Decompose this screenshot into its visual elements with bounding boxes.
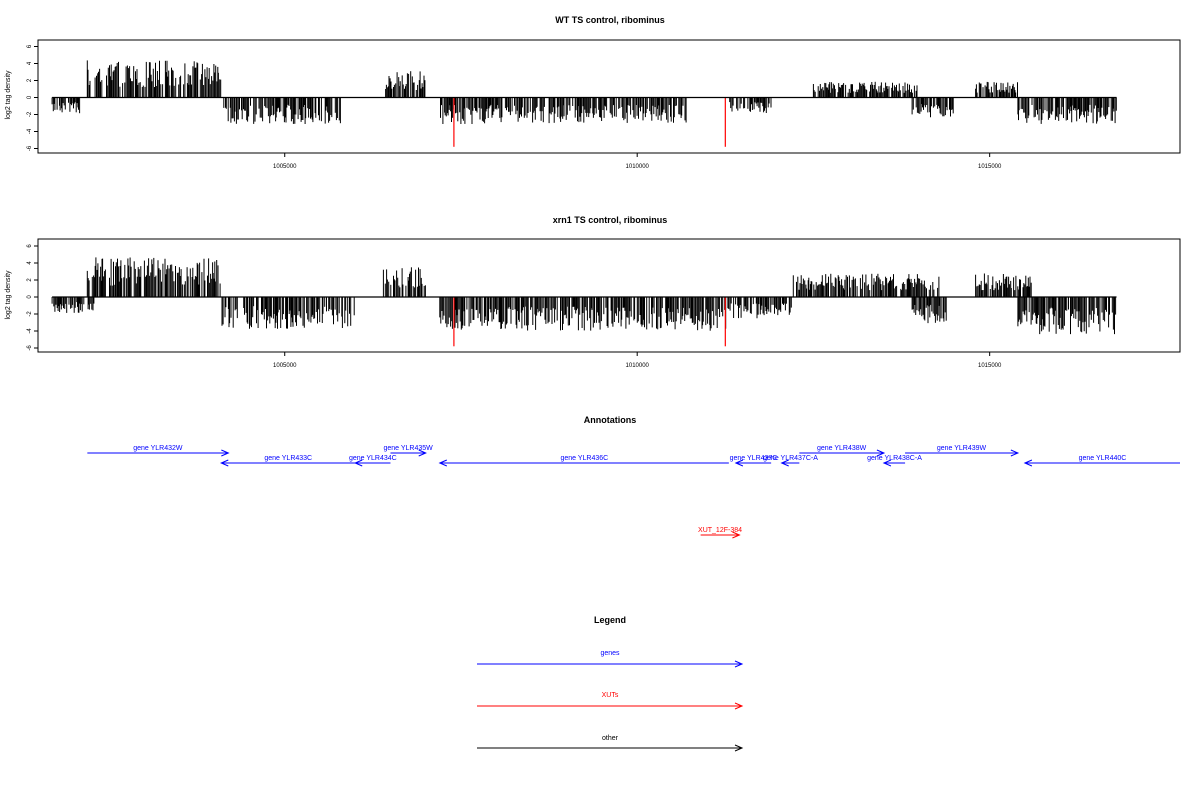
feature-arrow-head — [1010, 449, 1020, 457]
legend-arrow-head — [734, 744, 744, 752]
x-tick-label: 1015000 — [978, 164, 1002, 170]
wt-signal-panel: WT TS control, ribominus log2 tag densit… — [5, 15, 1181, 170]
feature-arrow-head — [876, 449, 886, 457]
legend-label: other — [602, 735, 619, 742]
feature-label: gene YLR437C-A — [763, 455, 818, 462]
y-tick-label: 4 — [27, 261, 33, 265]
signal-bars — [51, 257, 1117, 347]
legend-label: XUTs — [602, 692, 619, 699]
feature-label: gene YLR438W — [817, 445, 867, 452]
gene-feature: gene YLR436C — [438, 455, 729, 467]
feature-arrow-head — [734, 459, 744, 467]
feature-label: gene YLR432W — [133, 445, 183, 452]
legend-arrow-head — [734, 702, 744, 710]
feature-arrow-head — [220, 459, 229, 467]
feature-arrow-head — [732, 531, 741, 539]
legend: Legend genes XUTs other — [477, 615, 744, 752]
y-tick-label: 6 — [27, 44, 33, 48]
feature-label: gene YLR436C — [560, 455, 608, 462]
gene-feature: gene YLR439W — [905, 445, 1020, 457]
legend-arrow-head — [734, 660, 744, 668]
y-axis-label: log2 tag density — [5, 270, 12, 320]
x-tick-label: 1005000 — [273, 164, 297, 170]
y-axis-ticks: 6 4 2 0 -2 -4 -6 — [27, 44, 39, 151]
y-tick-label: 2 — [27, 78, 33, 82]
y-tick-label: 6 — [27, 244, 33, 248]
x-axis-ticks: 1005000 1010000 1015000 — [273, 153, 1002, 170]
legend-item-xuts: XUTs — [477, 692, 744, 710]
y-tick-label: 4 — [27, 61, 33, 65]
feature-list: gene YLR432W gene YLR433C gene YLR434C gene… — [87, 445, 1180, 539]
feature-label: gene YLR437C — [730, 455, 778, 462]
x-tick-label: 1010000 — [626, 164, 650, 170]
feature-arrow-head — [221, 449, 230, 457]
legend-item-other: other — [477, 735, 744, 752]
y-tick-label: -4 — [27, 128, 33, 134]
y-tick-label: 2 — [27, 278, 33, 282]
feature-label: gene YLR438C-A — [867, 455, 922, 462]
y-tick-label: 0 — [27, 95, 33, 99]
gene-feature: gene YLR434C — [349, 455, 397, 467]
y-axis-label: log2 tag density — [5, 70, 12, 120]
feature-label: XUT_12F-384 — [698, 527, 742, 534]
legend-label: genes — [600, 650, 620, 657]
feature-arrow-head — [418, 449, 427, 457]
y-tick-label: -6 — [27, 145, 33, 151]
x-tick-label: 1005000 — [273, 363, 297, 369]
gene-feature: gene YLR433C — [220, 455, 356, 467]
feature-arrow-head — [882, 459, 892, 467]
gene-feature: gene YLR438W — [799, 445, 886, 457]
y-tick-label: -2 — [27, 311, 33, 317]
gene-feature: gene YLR437C-A — [763, 455, 818, 467]
gene-feature: gene YLR432W — [87, 445, 230, 457]
y-tick-label: -2 — [27, 111, 33, 117]
x-tick-label: 1015000 — [978, 363, 1002, 369]
panel-title: WT TS control, ribominus — [555, 15, 665, 25]
feature-arrow-head — [438, 459, 448, 467]
feature-arrow-head — [780, 459, 789, 467]
gene-feature: gene YLR438C-A — [867, 455, 922, 467]
feature-arrow-head — [1023, 459, 1033, 467]
x-tick-label: 1010000 — [626, 363, 650, 369]
annotations-title: Annotations — [584, 415, 637, 425]
y-tick-label: -6 — [27, 345, 33, 351]
legend-title: Legend — [594, 615, 626, 625]
feature-label: gene YLR439W — [937, 445, 987, 452]
y-tick-label: 0 — [27, 295, 33, 299]
xut-feature: XUT_12F-384 — [698, 527, 742, 539]
feature-label: gene YLR434C — [349, 455, 397, 462]
y-axis-ticks: 6 4 2 0 -2 -4 -6 — [27, 244, 39, 351]
signal-bars — [51, 60, 1117, 147]
gene-feature: gene YLR435W — [383, 445, 433, 457]
gene-feature: gene YLR440C — [1023, 455, 1180, 467]
feature-label: gene YLR435W — [383, 445, 433, 452]
feature-label: gene YLR440C — [1079, 455, 1127, 462]
panel-title: xrn1 TS control, ribominus — [553, 215, 668, 225]
legend-item-genes: genes — [477, 650, 744, 668]
x-axis-ticks: 1005000 1010000 1015000 — [273, 352, 1002, 369]
xrn1-signal-panel: xrn1 TS control, ribominus log2 tag dens… — [5, 215, 1181, 369]
feature-arrow-head — [353, 459, 363, 467]
feature-label: gene YLR433C — [264, 455, 312, 462]
y-tick-label: -4 — [27, 328, 33, 334]
gene-feature: gene YLR437C — [730, 455, 778, 467]
